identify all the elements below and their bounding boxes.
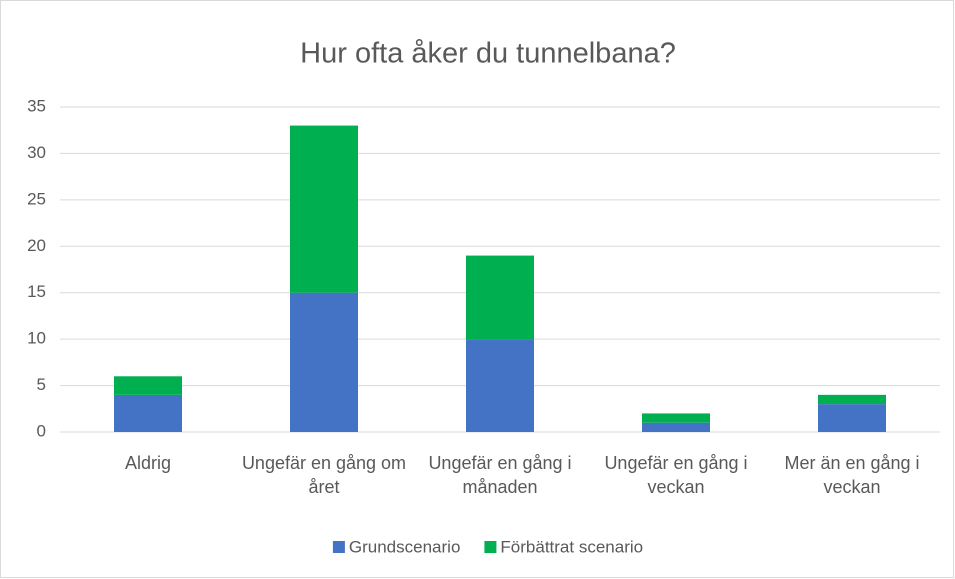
y-tick-label: 20 [27,236,46,255]
y-tick-label: 30 [27,143,46,162]
legend-label: Förbättrat scenario [500,537,643,556]
y-tick-label: 35 [27,96,46,115]
bar-segment [466,255,534,340]
x-tick-label: Mer än en gång i veckan [784,453,920,497]
bar-segment [642,422,710,432]
bar-segment [114,394,182,432]
bar-segment [290,292,358,432]
y-tick-label: 10 [27,329,46,348]
bar-segment [818,404,886,432]
bar-segment [642,413,710,423]
chart-title: Hur ofta åker du tunnelbana? [300,38,676,70]
x-tick-label: Ungefär en gång i månaden [428,453,572,497]
x-tick-label: Aldrig [124,453,172,473]
legend-swatch [332,541,345,553]
legend-label: Grundscenario [349,537,461,556]
y-tick-label: 0 [37,421,46,440]
x-tick-label: Ungefär en gång om året [241,453,407,497]
bar-segment [114,376,182,395]
y-tick-label: 5 [37,375,46,394]
bar-segment [466,339,534,432]
x-tick-label: Ungefär en gång i veckan [604,453,748,497]
bar-segment [290,125,358,293]
legend-swatch [484,541,497,553]
bar-segment [818,394,886,405]
y-tick-label: 15 [27,282,46,301]
y-tick-label: 25 [27,189,46,208]
